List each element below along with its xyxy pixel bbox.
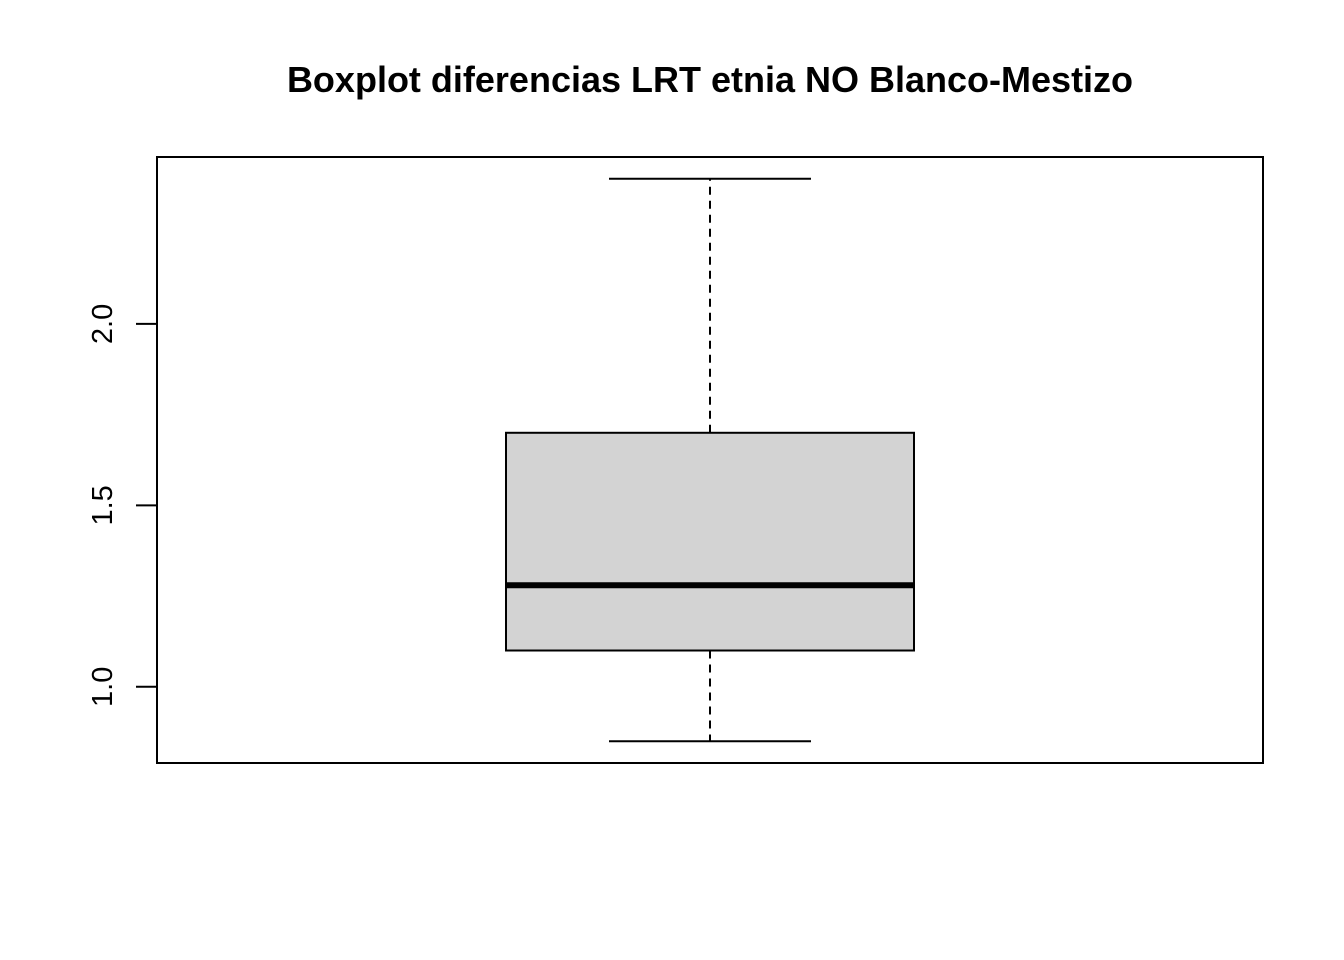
box-plot (505, 177, 915, 743)
chart-title: Boxplot diferencias LRT etnia NO Blanco-… (287, 59, 1133, 100)
y-axis: 1.0 1.5 2.0 (87, 304, 158, 707)
y-tick-label: 2.0 (87, 304, 119, 344)
y-tick-label: 1.5 (87, 485, 119, 525)
y-tick-label: 1.0 (87, 667, 119, 707)
interquartile-box (505, 431, 915, 652)
